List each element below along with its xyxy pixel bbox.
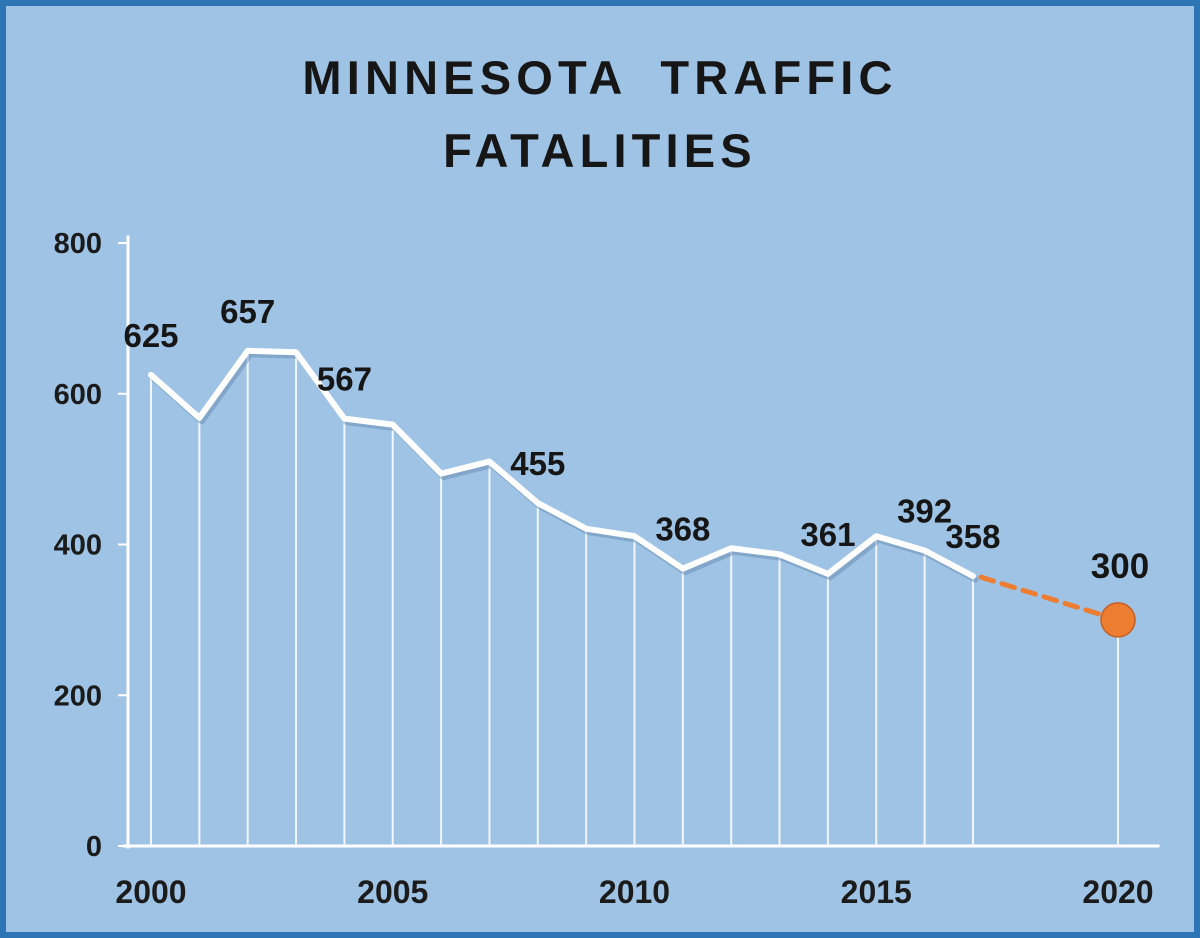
- projection-dashed-line: [978, 574, 1121, 623]
- projection-label: 300: [1091, 547, 1149, 586]
- data-label: 368: [655, 511, 710, 548]
- projection-marker: [1100, 602, 1136, 638]
- y-tick-label: 400: [54, 530, 102, 562]
- series-line: [148, 347, 976, 580]
- y-tick-label: 0: [86, 831, 102, 863]
- chart-title-line-1: MINNESOTA TRAFFIC: [302, 51, 898, 104]
- data-label: 625: [123, 317, 178, 354]
- y-tick-label: 200: [54, 680, 102, 712]
- chart-title: MINNESOTA TRAFFIC FATALITIES: [6, 42, 1194, 188]
- data-label: 358: [945, 518, 1000, 555]
- y-tick-label: 800: [54, 228, 102, 260]
- data-label: 361: [800, 516, 855, 553]
- chart-title-line-2: FATALITIES: [443, 123, 757, 177]
- data-label: 567: [317, 361, 372, 398]
- data-label: 392: [897, 493, 952, 530]
- data-label: 657: [220, 293, 275, 330]
- x-tick-label: 2000: [115, 874, 186, 910]
- y-tick-label: 600: [54, 379, 102, 411]
- traffic-fatalities-line-chart: 0 200 400 600 800 2000 2005 2010 2015 2020 625 657 5…: [54, 228, 1160, 910]
- x-tick-label: 2005: [357, 874, 428, 910]
- x-tick-label: 2010: [599, 874, 670, 910]
- data-label: 455: [510, 445, 565, 482]
- x-tick-label: 2015: [841, 874, 912, 910]
- x-tick-label: 2020: [1082, 874, 1153, 910]
